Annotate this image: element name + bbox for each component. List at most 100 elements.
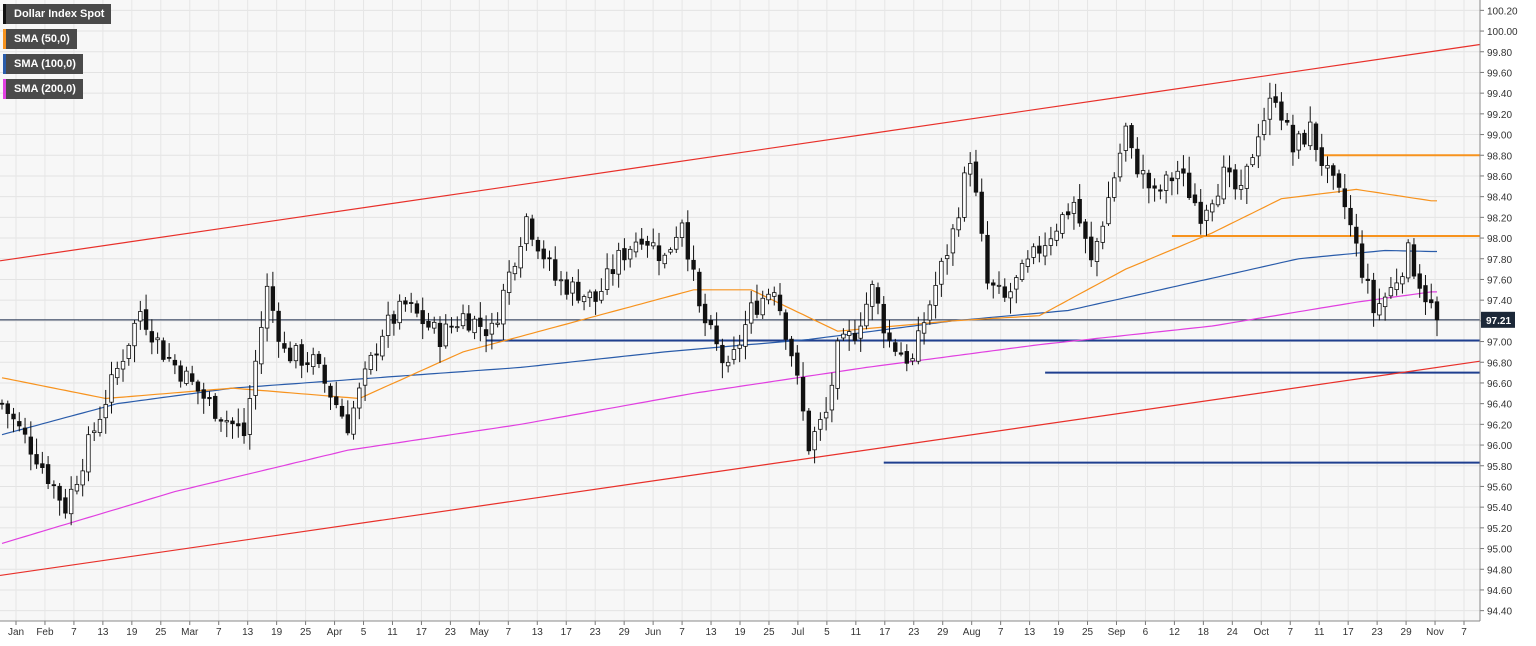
- x-tick-label: 23: [445, 627, 457, 638]
- candle-body: [766, 293, 771, 301]
- candle-body: [702, 303, 708, 324]
- legend-item-price[interactable]: Dollar Index Spot: [3, 4, 112, 24]
- candle-body: [1187, 172, 1192, 198]
- candle-body: [1065, 211, 1071, 216]
- candle-body: [927, 304, 933, 321]
- candle-body: [391, 314, 397, 324]
- x-tick-label: 13: [1024, 627, 1036, 638]
- candle-body: [852, 332, 858, 341]
- x-tick-label: 25: [155, 627, 167, 638]
- y-tick-label: 99.80: [1487, 48, 1512, 59]
- candle-body: [772, 292, 777, 297]
- candle-body: [1400, 276, 1405, 285]
- x-tick-label: 7: [679, 627, 685, 638]
- candle-body: [1042, 245, 1048, 257]
- candle-body: [973, 161, 979, 193]
- candle-body: [1313, 123, 1319, 150]
- candle-body: [887, 332, 892, 341]
- candle-body: [651, 242, 656, 247]
- candle-body: [138, 311, 143, 322]
- candle-body: [622, 248, 627, 261]
- candle-body: [437, 322, 443, 347]
- x-tick-label: 13: [242, 627, 254, 638]
- x-tick-label: 19: [126, 627, 138, 638]
- candle-body: [944, 255, 950, 260]
- candle-body: [443, 323, 448, 347]
- y-tick-label: 96.40: [1487, 400, 1512, 411]
- x-tick-label: 5: [361, 627, 367, 638]
- x-tick-label: 19: [1053, 627, 1065, 638]
- candle-body: [996, 284, 1002, 287]
- candle-body: [864, 303, 869, 327]
- candle-body: [1175, 170, 1180, 180]
- y-tick-label: 100.00: [1487, 27, 1518, 38]
- candle-body: [460, 313, 466, 327]
- candle-body: [397, 300, 402, 324]
- candle-body: [201, 389, 206, 399]
- candle-body: [1123, 125, 1128, 151]
- candle-body: [697, 271, 702, 307]
- candle-body: [126, 344, 131, 359]
- candle-body: [921, 322, 927, 334]
- candle-body: [904, 351, 909, 364]
- candle-body: [1089, 236, 1094, 261]
- candle-body: [1365, 278, 1371, 281]
- candle-body: [1331, 165, 1336, 176]
- candle-body: [184, 370, 189, 384]
- legend: Dollar Index Spot SMA (50,0) SMA (100,0)…: [3, 4, 112, 104]
- legend-item-sma200[interactable]: SMA (200,0): [3, 79, 83, 99]
- candle-body: [708, 319, 714, 326]
- legend-swatch-sma50: [3, 29, 6, 49]
- candle-body: [92, 430, 97, 433]
- candle-body: [362, 368, 368, 386]
- candle-body: [1348, 207, 1353, 226]
- candle-body: [506, 271, 512, 293]
- candle-body: [1210, 203, 1215, 213]
- candle-body: [789, 338, 794, 357]
- candle-body: [916, 330, 921, 362]
- candle-body: [1238, 185, 1244, 190]
- candle-body: [1129, 125, 1134, 149]
- candle-body: [45, 464, 51, 485]
- candle-body: [1071, 201, 1077, 214]
- candle-body: [80, 470, 85, 486]
- candle-body: [403, 300, 408, 305]
- candle-body: [1117, 152, 1123, 178]
- y-tick-label: 94.60: [1487, 586, 1512, 597]
- x-tick-label: 11: [1314, 627, 1325, 638]
- candle-body: [287, 347, 293, 362]
- legend-item-sma50[interactable]: SMA (50,0): [3, 29, 77, 49]
- candle-body: [1025, 258, 1031, 267]
- axes: 100.20 100.00 99.80 99.60 99.40 99.20 99.00 98.…: [0, 0, 1518, 638]
- candle-body: [570, 281, 575, 294]
- candle-body: [1227, 167, 1232, 173]
- legend-swatch-price: [3, 4, 6, 24]
- candle-body: [1342, 188, 1347, 208]
- x-tick-label: 7: [1461, 627, 1467, 638]
- x-tick-label: 6: [1143, 627, 1149, 638]
- x-tick-label: Jan: [8, 627, 24, 638]
- candle-body: [818, 419, 823, 430]
- legend-item-sma100[interactable]: SMA (100,0): [3, 54, 83, 74]
- candle-body: [1290, 124, 1296, 153]
- y-tick-label: 99.60: [1487, 68, 1512, 79]
- candle-body: [489, 322, 495, 335]
- y-tick-label: 95.20: [1487, 524, 1512, 535]
- candle-body: [11, 413, 16, 420]
- candle-body: [22, 427, 28, 435]
- candle-body: [1359, 243, 1365, 278]
- candle-body: [1215, 195, 1221, 206]
- candle-body: [512, 265, 518, 275]
- y-tick-label: 98.80: [1487, 151, 1512, 162]
- moving-averages: [1, 188, 1437, 544]
- x-tick-label: Oct: [1253, 627, 1269, 638]
- x-tick-label: 29: [1401, 627, 1413, 638]
- candle-body: [1008, 291, 1013, 299]
- candle-body: [472, 318, 477, 334]
- channel-upper-line: [0, 43, 1481, 262]
- candle-body: [466, 313, 471, 331]
- x-tick-label: 17: [1343, 627, 1355, 638]
- candle-body: [368, 354, 374, 370]
- candle-body: [189, 373, 195, 382]
